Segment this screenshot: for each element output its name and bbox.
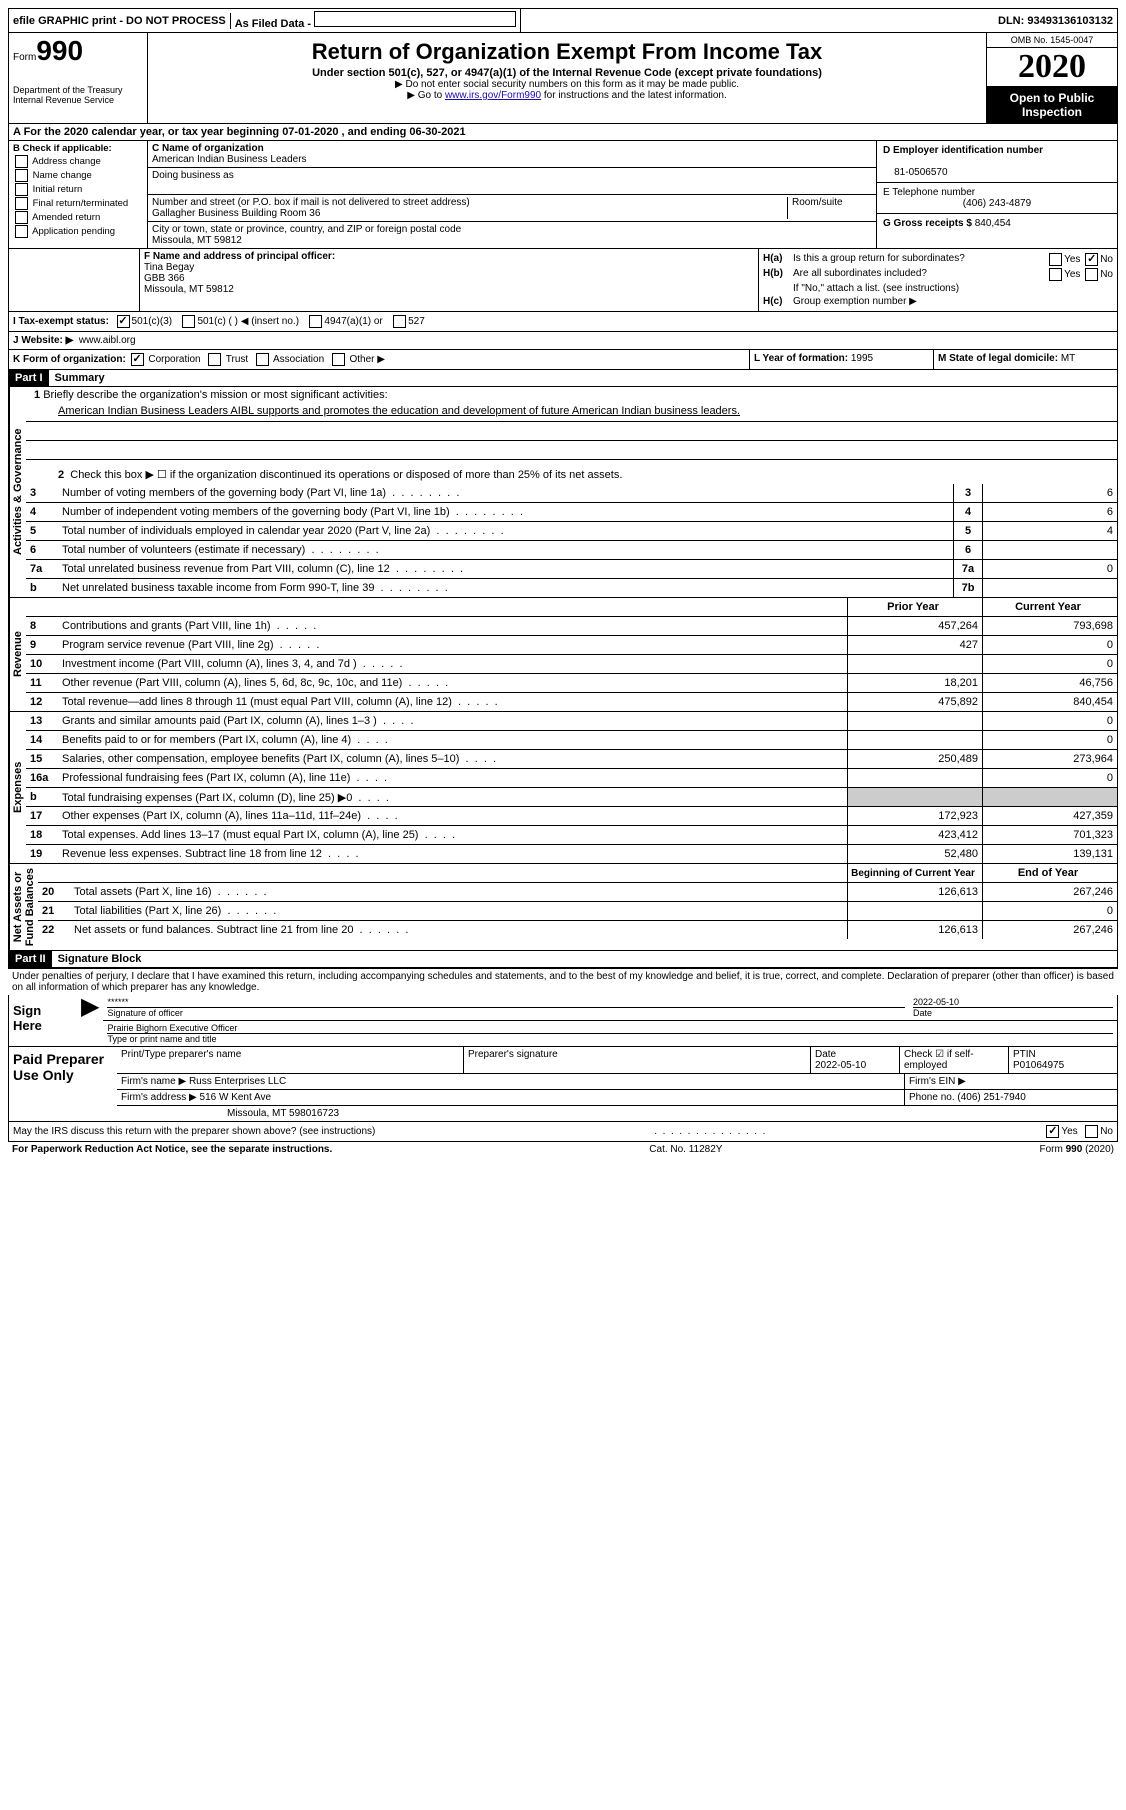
summary-line: 8Contributions and grants (Part VIII, li… xyxy=(26,617,1117,636)
section-fh: F Name and address of principal officer:… xyxy=(8,249,1118,312)
summary-line: 5Total number of individuals employed in… xyxy=(26,522,1117,541)
summary-line: 19Revenue less expenses. Subtract line 1… xyxy=(26,845,1117,863)
summary-line: 14Benefits paid to or for members (Part … xyxy=(26,731,1117,750)
col-f: F Name and address of principal officer:… xyxy=(140,249,758,311)
summary-line: 17Other expenses (Part IX, column (A), l… xyxy=(26,807,1117,826)
form-title: Return of Organization Exempt From Incom… xyxy=(152,39,982,65)
summary-line: bTotal fundraising expenses (Part IX, co… xyxy=(26,788,1117,807)
summary-line: 6Total number of volunteers (estimate if… xyxy=(26,541,1117,560)
irs-link[interactable]: www.irs.gov/Form990 xyxy=(445,90,541,101)
summary-line: 12Total revenue—add lines 8 through 11 (… xyxy=(26,693,1117,711)
summary-line: 21Total liabilities (Part X, line 26) . … xyxy=(38,902,1117,921)
col-h: H(a) Is this a group return for subordin… xyxy=(758,249,1117,311)
row-a-tax-year: A For the 2020 calendar year, or tax yea… xyxy=(8,124,1118,141)
part-ii-header: Part II Signature Block xyxy=(8,951,1118,968)
summary-line: 3Number of voting members of the governi… xyxy=(26,484,1117,503)
paid-preparer-block: Paid Preparer Use Only Print/Type prepar… xyxy=(9,1046,1117,1121)
perjury-statement: Under penalties of perjury, I declare th… xyxy=(8,968,1118,995)
summary-line: 11Other revenue (Part VIII, column (A), … xyxy=(26,674,1117,693)
form-header: Form990 Department of the Treasury Inter… xyxy=(8,33,1118,124)
efile-label: efile GRAPHIC print - DO NOT PROCESS xyxy=(9,13,231,29)
form-id-block: Form990 Department of the Treasury Inter… xyxy=(9,33,148,123)
form-title-block: Return of Organization Exempt From Incom… xyxy=(148,33,986,123)
summary-line: 20Total assets (Part X, line 16) . . . .… xyxy=(38,883,1117,902)
summary-line: 15Salaries, other compensation, employee… xyxy=(26,750,1117,769)
row-i: I Tax-exempt status: 501(c)(3) 501(c) ( … xyxy=(8,312,1118,332)
summary-line: 18Total expenses. Add lines 13–17 (must … xyxy=(26,826,1117,845)
summary-line: 9Program service revenue (Part VIII, lin… xyxy=(26,636,1117,655)
sign-arrow-icon: ▶ xyxy=(77,995,103,1046)
col-b: B Check if applicable: Address change Na… xyxy=(9,141,148,248)
footer: For Paperwork Reduction Act Notice, see … xyxy=(8,1142,1118,1157)
row-klm: K Form of organization: Corporation Trus… xyxy=(8,350,1118,370)
summary-ag: Activities & Governance 1 Briefly descri… xyxy=(8,387,1118,598)
filed-label: As Filed Data - xyxy=(231,9,521,32)
top-bar: efile GRAPHIC print - DO NOT PROCESS As … xyxy=(8,8,1118,33)
summary-line: 13Grants and similar amounts paid (Part … xyxy=(26,712,1117,731)
col-c: C Name of organization American Indian B… xyxy=(148,141,876,248)
section-bcdeg: B Check if applicable: Address change Na… xyxy=(8,141,1118,249)
summary-line: 4Number of independent voting members of… xyxy=(26,503,1117,522)
col-de: D Employer identification number 81-0506… xyxy=(876,141,1117,248)
discuss-row: May the IRS discuss this return with the… xyxy=(8,1122,1118,1142)
dln: DLN: 93493136103132 xyxy=(521,13,1117,29)
summary-expenses: Expenses 13Grants and similar amounts pa… xyxy=(8,712,1118,864)
row-j: J Website: ▶ www.aibl.org xyxy=(8,332,1118,350)
part-i-header: Part I Summary xyxy=(8,370,1118,387)
filed-data-box xyxy=(314,11,516,27)
signature-block: Sign Here ▶ ****** Signature of officer … xyxy=(8,995,1118,1122)
summary-revenue: Revenue Prior Year Current Year 8Contrib… xyxy=(8,598,1118,712)
summary-line: bNet unrelated business taxable income f… xyxy=(26,579,1117,597)
summary-line: 16aProfessional fundraising fees (Part I… xyxy=(26,769,1117,788)
summary-line: 22Net assets or fund balances. Subtract … xyxy=(38,921,1117,939)
summary-line: 7aTotal unrelated business revenue from … xyxy=(26,560,1117,579)
year-block: OMB No. 1545-0047 2020 Open to Public In… xyxy=(986,33,1117,123)
summary-net-assets: Net Assets or Fund Balances Beginning of… xyxy=(8,864,1118,951)
summary-line: 10Investment income (Part VIII, column (… xyxy=(26,655,1117,674)
